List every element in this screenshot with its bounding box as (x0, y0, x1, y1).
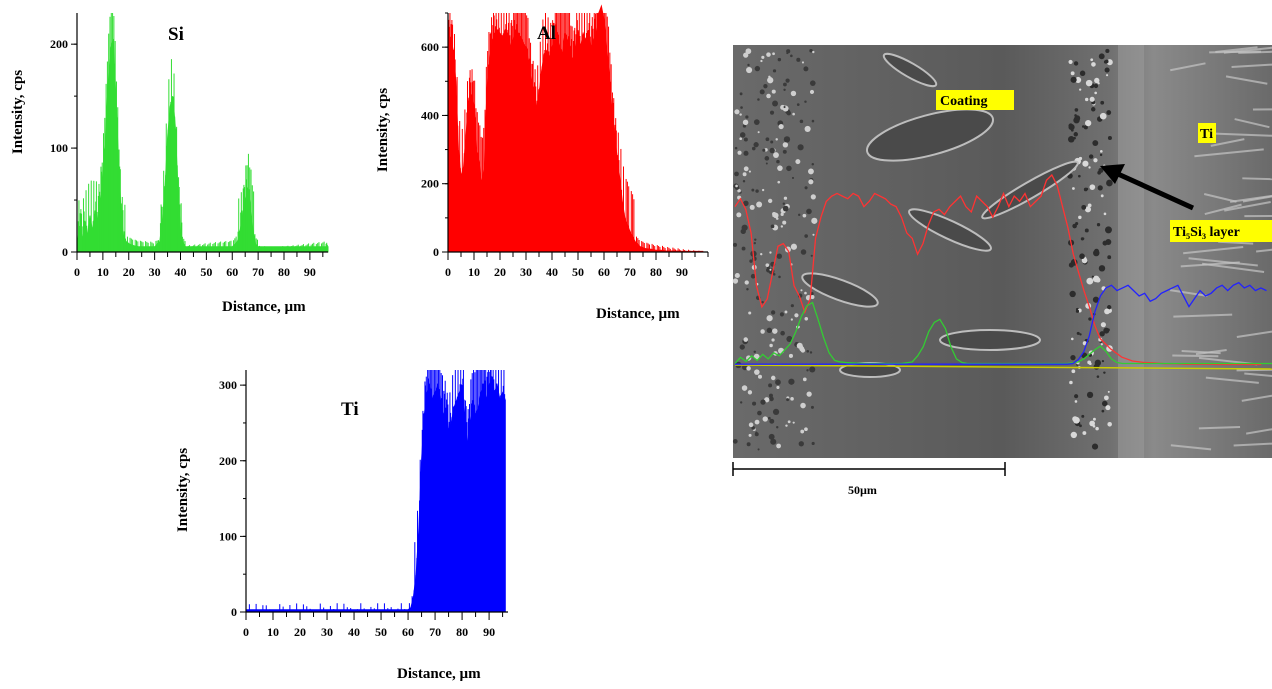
ti-label: Ti (1200, 127, 1213, 142)
al-y-tick-label: 0 (433, 245, 439, 259)
ti-x-tick-label: 50 (375, 625, 387, 639)
ti-x-tick-label: 40 (348, 625, 360, 639)
ti-series-spikes (249, 370, 504, 612)
al-x-tick-label: 0 (445, 265, 451, 279)
si-chart-panel: 0 10 20 30 40 50 60 70 80 90 0 100 200 Si Distance, µm… (0, 0, 345, 320)
ti-chart-title: Ti (341, 399, 359, 420)
ti-x-axis-title: Distance, µm (397, 666, 481, 682)
al-chart: 0 10 20 30 40 50 60 70 80 90 0 200 400 600 Al Distance,… (365, 0, 725, 330)
si-series-spikes (78, 13, 328, 252)
si-y-tick-label: 200 (50, 37, 68, 51)
al-x-tick-label: 30 (520, 265, 532, 279)
al-x-tick-label: 90 (676, 265, 688, 279)
ti-y-axis-title: Intensity, cps (175, 448, 191, 532)
si-x-tick-label: 50 (200, 265, 212, 279)
al-x-tick-label: 20 (494, 265, 506, 279)
si-x-tick-label: 40 (175, 265, 187, 279)
si-x-tick-label: 20 (123, 265, 135, 279)
si-chart-title: Si (168, 24, 184, 45)
si-x-tick-label: 10 (97, 265, 109, 279)
al-y-axis-title: Intensity, cps (375, 88, 391, 172)
si-x-tick-label: 30 (149, 265, 161, 279)
al-x-tick-label: 10 (468, 265, 480, 279)
ti-x-tick-label: 60 (402, 625, 414, 639)
ti-y-tick-label: 0 (231, 605, 237, 619)
al-x-axis-title: Distance, µm (596, 306, 680, 322)
si-x-tick-label: 90 (304, 265, 316, 279)
ti-chart-panel: 0 10 20 30 40 50 60 70 80 90 0 100 200 300 Ti Distance,… (165, 360, 535, 684)
ti-y-tick-label: 200 (219, 454, 237, 468)
scale-bar-label: 50µm (848, 483, 877, 497)
al-chart-panel: 0 10 20 30 40 50 60 70 80 90 0 200 400 600 Al Distance,… (365, 0, 725, 330)
al-x-tick-label: 80 (650, 265, 662, 279)
al-x-tick-label: 70 (624, 265, 636, 279)
si-x-tick-label: 70 (252, 265, 264, 279)
si-x-tick-label: 60 (226, 265, 238, 279)
ti-y-tick-label: 100 (219, 529, 237, 543)
al-y-tick-label: 400 (421, 108, 439, 122)
si-x-tick-label: 0 (74, 265, 80, 279)
ti-chart: 0 10 20 30 40 50 60 70 80 90 0 100 200 300 Ti Distance,… (165, 360, 535, 684)
coating-label: Coating (940, 94, 987, 109)
sem-micrograph-panel: Coating Ti Ti₅Si₃ layer 50µm (730, 40, 1272, 510)
ti-x-tick-label: 70 (429, 625, 441, 639)
sem-micrograph: Coating Ti Ti₅Si₃ layer 50µm (730, 40, 1272, 510)
si-chart: 0 10 20 30 40 50 60 70 80 90 0 100 200 Si Distance, µm… (0, 0, 345, 320)
al-y-tick-label: 200 (421, 177, 439, 191)
si-x-tick-label: 80 (278, 265, 290, 279)
layer-label: Ti₅Si₃ layer (1173, 225, 1240, 240)
al-chart-title: Al (537, 23, 556, 44)
al-series-spikes (449, 13, 702, 252)
ti-y-tick-label: 300 (219, 378, 237, 392)
al-x-tick-label: 50 (572, 265, 584, 279)
ti-x-tick-label: 90 (483, 625, 495, 639)
al-y-tick-label: 600 (421, 40, 439, 54)
si-x-axis-title: Distance, µm (222, 299, 306, 315)
si-y-tick-label: 100 (50, 141, 68, 155)
si-y-tick-label: 0 (62, 245, 68, 259)
ti-x-tick-label: 0 (243, 625, 249, 639)
scale-bar (733, 462, 1005, 476)
ti-x-tick-label: 20 (294, 625, 306, 639)
al-x-tick-label: 40 (546, 265, 558, 279)
ti-x-tick-label: 30 (321, 625, 333, 639)
ti-x-tick-label: 10 (267, 625, 279, 639)
ti-x-tick-label: 80 (456, 625, 468, 639)
si-y-axis-title: Intensity, cps (10, 70, 26, 154)
al-x-tick-label: 60 (598, 265, 610, 279)
